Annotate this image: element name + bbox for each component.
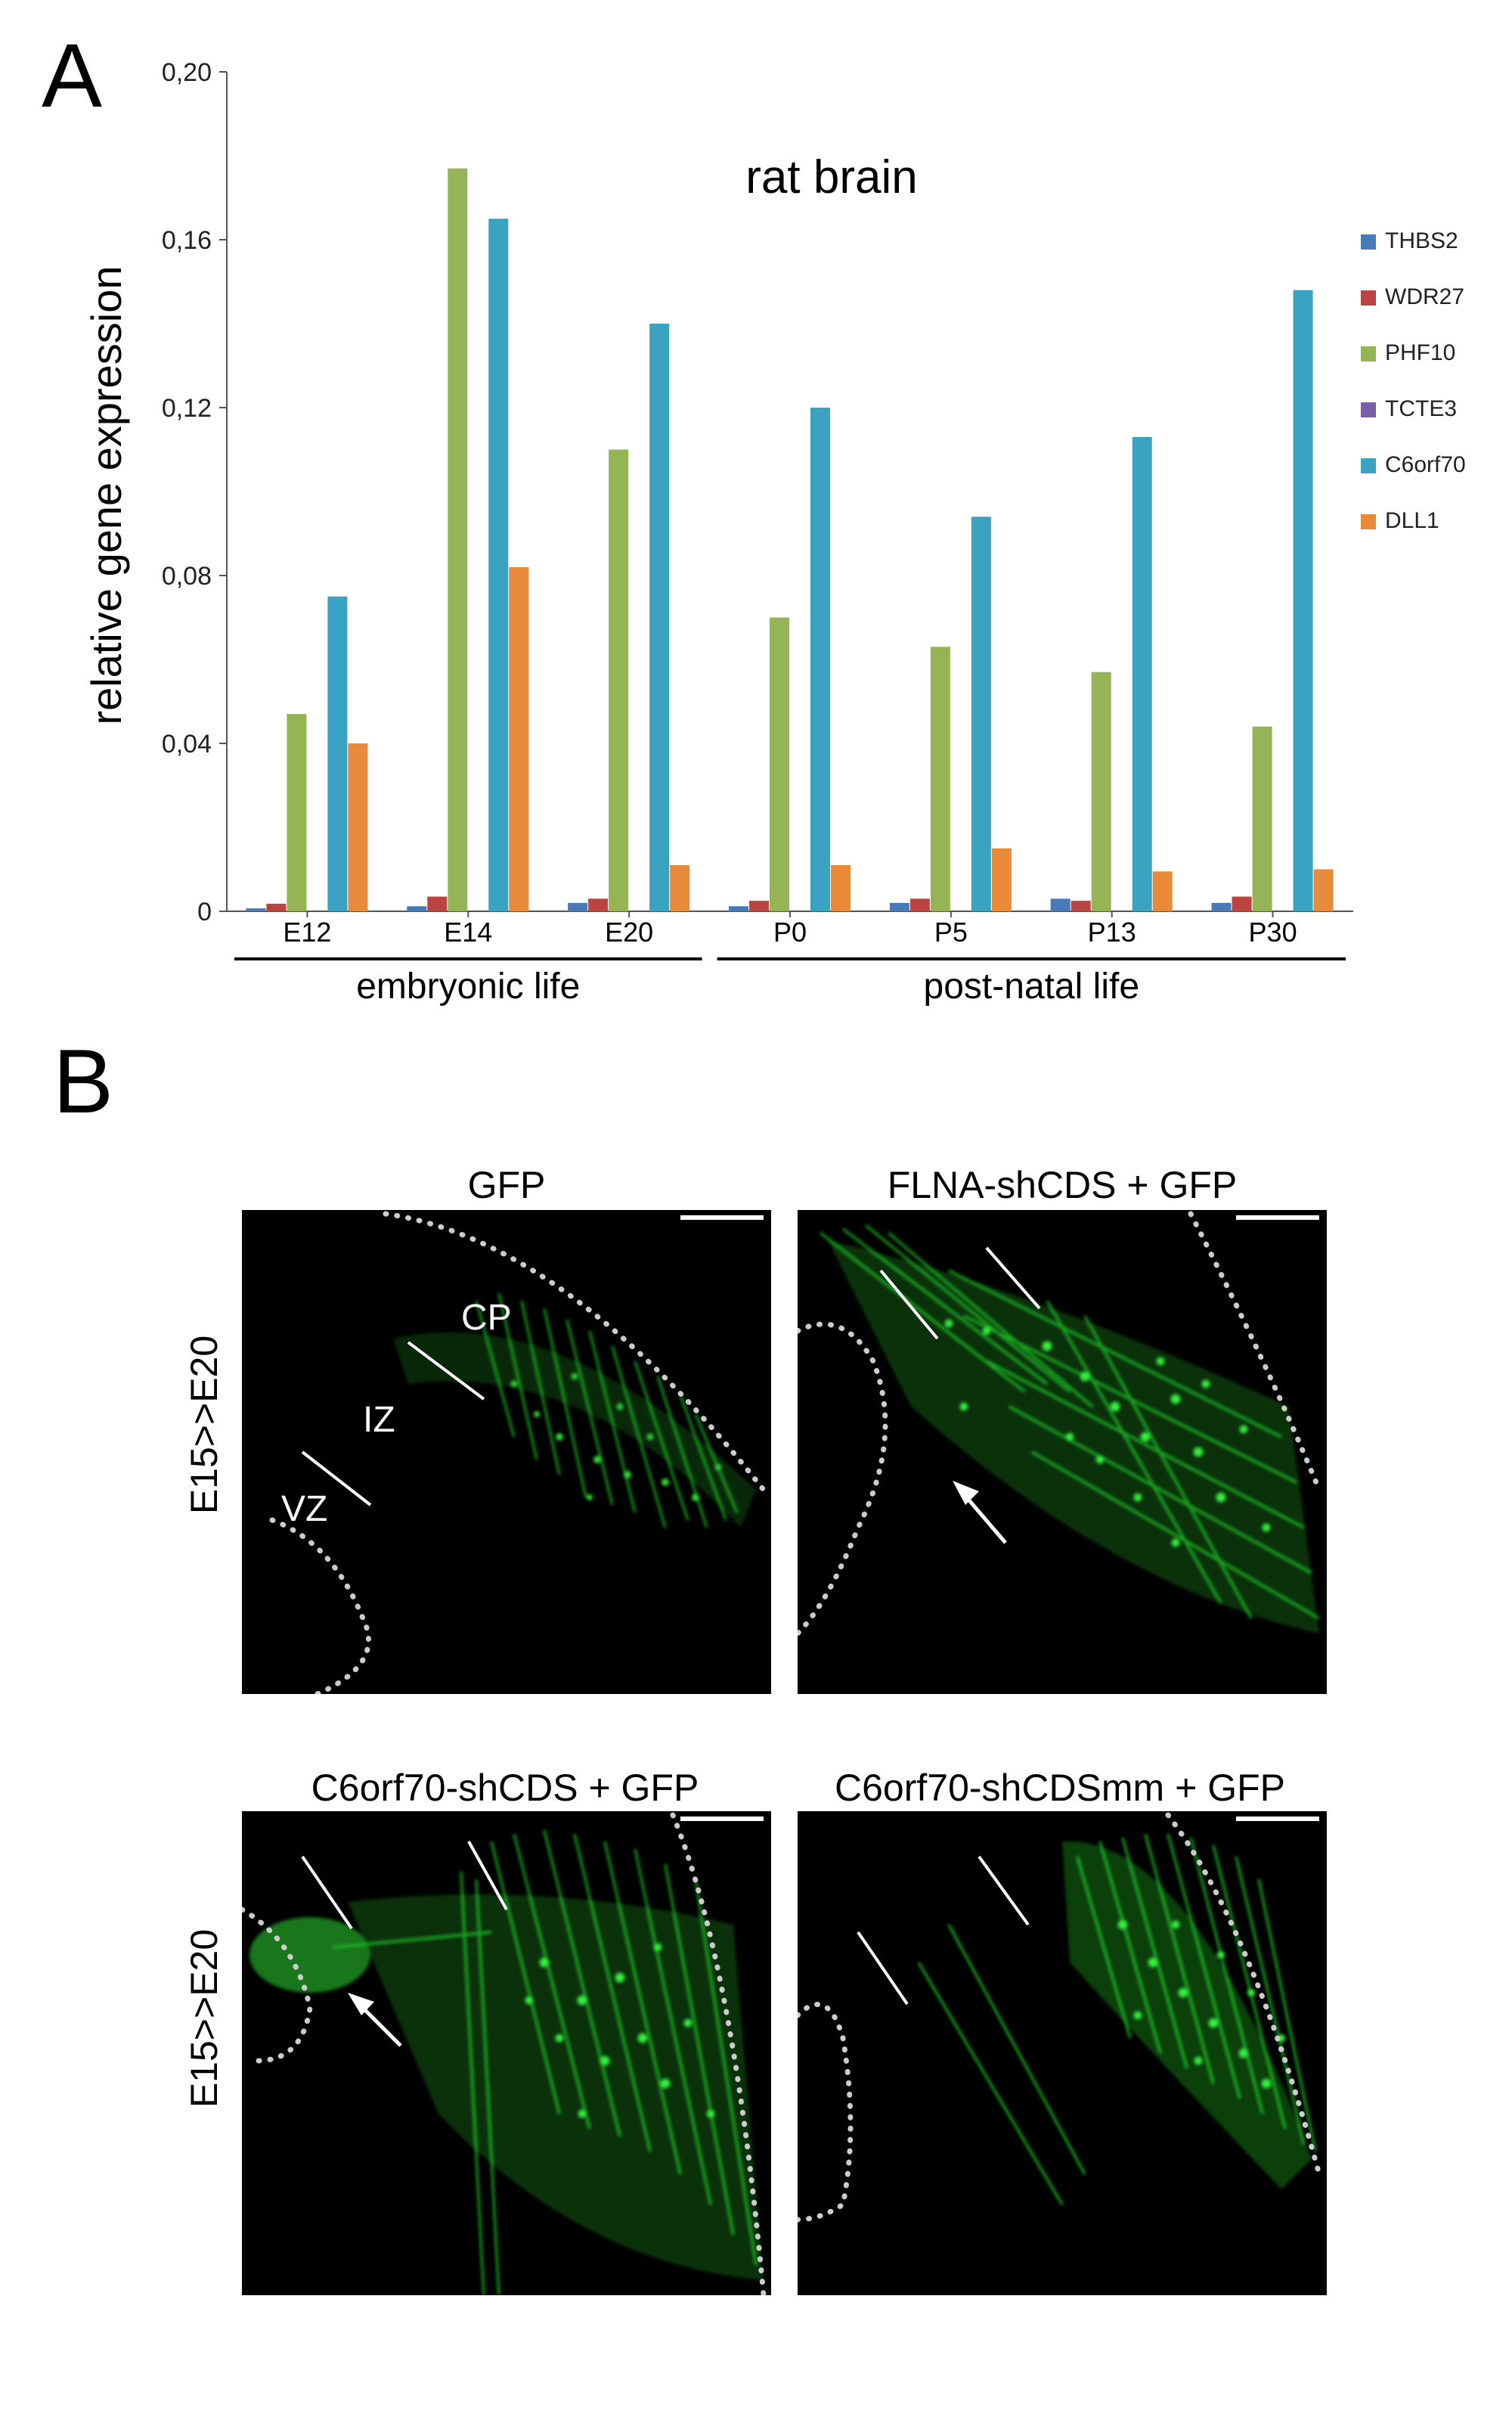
- y-axis-label: relative gene expression: [82, 265, 130, 724]
- bar-wdr27-e20: [588, 898, 609, 911]
- micrograph-title-c6orf70: C6orf70-shCDS + GFP: [311, 1767, 699, 1809]
- bar-thbs2-e14: [407, 906, 427, 911]
- bar-thbs2-p5: [889, 902, 909, 911]
- bar-dll1-p30: [1313, 869, 1334, 911]
- bar-wdr27-p30: [1232, 896, 1252, 911]
- micrograph-title-gfp: GFP: [467, 1164, 546, 1206]
- bar-thbs2-p30: [1211, 902, 1232, 911]
- x-tick-label: E20: [605, 917, 653, 948]
- bar-phf10-p0: [770, 617, 789, 911]
- bar-thbs2-p13: [1050, 898, 1070, 911]
- bar-phf10-p13: [1091, 672, 1111, 911]
- legend-label-thbs2: THBS2: [1385, 228, 1458, 253]
- bar-dll1-e14: [509, 566, 529, 911]
- x-tick-label: P30: [1249, 917, 1297, 948]
- bar-wdr27-p13: [1070, 901, 1091, 911]
- bar-phf10-e14: [448, 168, 468, 911]
- bar-c6orf70-p0: [810, 408, 830, 911]
- legend-swatch-dll1: [1361, 514, 1376, 529]
- bar-wdr27-e14: [427, 896, 448, 911]
- legend-label-tcte3: TCTE3: [1385, 396, 1457, 421]
- micrograph-gfp: CP IZ VZ: [242, 1210, 771, 1694]
- panel-a-letter: A: [42, 25, 103, 126]
- chart-title: rat brain: [745, 151, 917, 203]
- chart-legend: THBS2 WDR27 PHF10 TCTE3 C6orf70 DLL1: [1361, 228, 1466, 533]
- legend-swatch-wdr27: [1361, 290, 1376, 306]
- bar-dll1-p0: [831, 864, 850, 911]
- bar-c6orf70-p13: [1132, 436, 1152, 911]
- zone-label-vz: VZ: [281, 1489, 328, 1529]
- bar-thbs2-e20: [568, 902, 588, 911]
- bar-wdr27-p0: [749, 901, 769, 911]
- bar-chart: 0 0,04 0,08 0,12 0,16 0,20 relative gene expre…: [82, 58, 1466, 1007]
- bar-phf10-e20: [609, 449, 629, 911]
- legend-swatch-c6orf70: [1361, 458, 1376, 473]
- micrograph-title-flna: FLNA-shCDS + GFP: [887, 1164, 1238, 1206]
- legend-label-phf10: PHF10: [1385, 340, 1455, 365]
- x-tick-label: E12: [283, 917, 331, 948]
- zone-label-iz: IZ: [363, 1400, 395, 1440]
- y-tick-label: 0,12: [162, 394, 212, 423]
- y-tick-label: 0,20: [162, 58, 212, 87]
- chart-labels: 0 0,04 0,08 0,12 0,16 0,20 relative gene expre…: [82, 58, 1346, 1007]
- zone-label-cp: CP: [461, 1298, 512, 1338]
- bar-c6orf70-e12: [327, 596, 348, 911]
- row-label-top: E15>>E20: [183, 1335, 225, 1515]
- x-tick-label: P0: [773, 917, 807, 948]
- micrograph-c6orf70-shcdsmm: [798, 1811, 1327, 2295]
- bar-phf10-e12: [287, 714, 307, 911]
- bar-wdr27-e12: [266, 904, 287, 911]
- bar-dll1-p13: [1152, 871, 1173, 911]
- y-tick-label: 0,16: [162, 226, 212, 255]
- bar-c6orf70-p30: [1293, 290, 1313, 912]
- legend-swatch-thbs2: [1361, 234, 1376, 250]
- bar-c6orf70-e14: [488, 219, 509, 911]
- group-label: post-natal life: [924, 966, 1140, 1007]
- chart-bars: [246, 168, 1334, 912]
- legend-swatch-phf10: [1361, 346, 1376, 361]
- micrograph-flna-shcds: [798, 1210, 1327, 1694]
- legend-swatch-tcte3: [1361, 402, 1376, 417]
- x-tick-label: E14: [444, 917, 492, 948]
- bar-phf10-p30: [1252, 726, 1272, 911]
- legend-label-wdr27: WDR27: [1385, 284, 1464, 309]
- bar-thbs2-e12: [246, 908, 266, 911]
- bar-phf10-p5: [930, 647, 950, 911]
- row-label-bottom: E15>>E20: [183, 1928, 225, 2108]
- y-tick-label: 0,08: [162, 562, 212, 591]
- micrograph-title-c6orf70mm: C6orf70-shCDSmm + GFP: [835, 1767, 1285, 1809]
- bar-thbs2-p0: [729, 906, 748, 911]
- group-label: embryonic life: [356, 966, 580, 1007]
- legend-label-c6orf70: C6orf70: [1385, 452, 1466, 477]
- bar-c6orf70-p5: [971, 517, 991, 911]
- bar-wdr27-p5: [909, 898, 930, 911]
- bar-dll1-p5: [991, 848, 1012, 911]
- panel-b-letter: B: [53, 1031, 114, 1132]
- bar-c6orf70-e20: [649, 324, 670, 911]
- y-tick-label: 0,04: [162, 730, 212, 759]
- bar-dll1-e20: [670, 864, 690, 911]
- y-tick-label: 0: [197, 898, 212, 926]
- micrograph-c6orf70-shcds: [242, 1811, 771, 2295]
- bar-dll1-e12: [348, 743, 368, 911]
- x-tick-label: P13: [1088, 917, 1136, 948]
- x-tick-label: P5: [934, 917, 968, 948]
- legend-label-dll1: DLL1: [1385, 508, 1439, 533]
